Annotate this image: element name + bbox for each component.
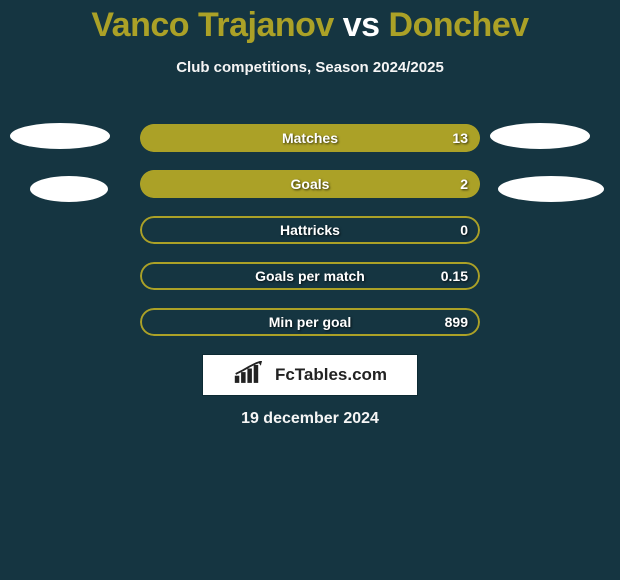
stat-value: 13 bbox=[452, 130, 468, 146]
stat-row: Goals per match 0.15 bbox=[140, 262, 480, 290]
page-title: Vanco Trajanov vs Donchev bbox=[0, 0, 620, 45]
stat-value: 2 bbox=[460, 176, 468, 192]
player2-name: Donchev bbox=[389, 6, 529, 44]
avatar bbox=[498, 176, 604, 202]
stat-label: Hattricks bbox=[280, 222, 340, 238]
stat-row: Matches 13 bbox=[140, 124, 480, 152]
subtitle: Club competitions, Season 2024/2025 bbox=[0, 59, 620, 76]
avatar bbox=[490, 123, 590, 149]
title-vs: vs bbox=[343, 6, 380, 44]
stat-row: Hattricks 0 bbox=[140, 216, 480, 244]
branding-text: FcTables.com bbox=[275, 365, 387, 385]
stat-row: Min per goal 899 bbox=[140, 308, 480, 336]
branding-chart-icon bbox=[233, 361, 269, 390]
stat-value: 0 bbox=[460, 222, 468, 238]
stat-label: Goals bbox=[291, 176, 330, 192]
branding-badge: FcTables.com bbox=[202, 354, 418, 396]
avatar bbox=[10, 123, 110, 149]
stat-value: 0.15 bbox=[441, 268, 468, 284]
snapshot-date: 19 december 2024 bbox=[0, 410, 620, 428]
stat-label: Matches bbox=[282, 130, 338, 146]
stat-row: Goals 2 bbox=[140, 170, 480, 198]
stat-label: Min per goal bbox=[269, 314, 351, 330]
stat-label: Goals per match bbox=[255, 268, 365, 284]
avatar bbox=[30, 176, 108, 202]
player1-name: Vanco Trajanov bbox=[91, 6, 333, 44]
stat-value: 899 bbox=[445, 314, 468, 330]
